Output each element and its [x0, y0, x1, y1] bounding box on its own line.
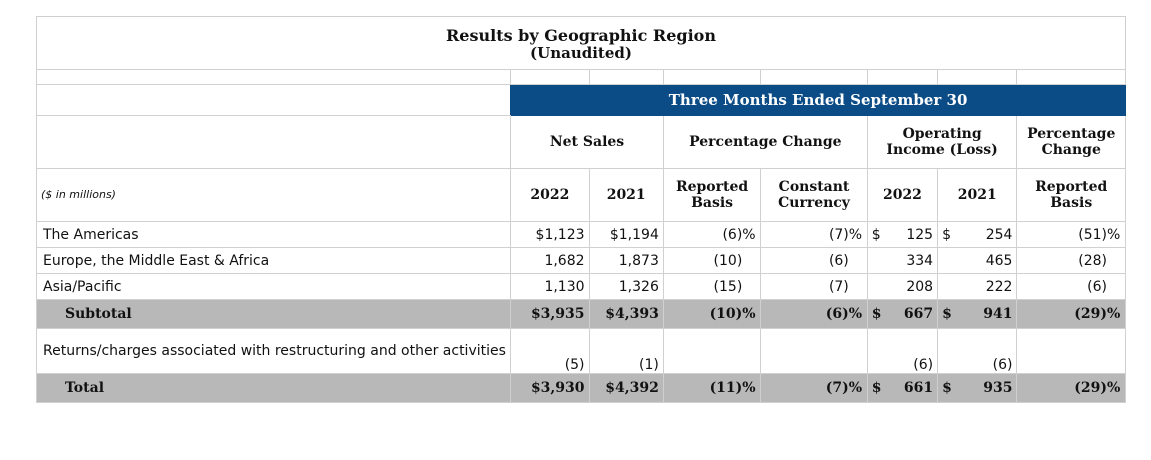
cell-ns22: $3,930 [510, 373, 590, 403]
col-opincome-2022: 2022 [866, 168, 939, 222]
dollar-sign: $ [871, 226, 881, 243]
cell-con: (6) [828, 252, 849, 269]
cell-rep: (10) [713, 252, 743, 269]
cell-ns21: $4,392 [588, 373, 664, 403]
dollar-sign: $ [871, 306, 882, 322]
cell-oi21: (6) [937, 328, 1018, 374]
cell-con: (7) [828, 278, 849, 295]
cell-con: (7) [828, 226, 849, 243]
returns-row: Returns/charges associated with restruct… [35, 328, 1126, 374]
cell-oi21: 222 [937, 273, 1018, 300]
cell-ns21: 1,873 [588, 247, 664, 274]
cell-oi22: 661 [903, 380, 934, 396]
pct-sign: % [848, 306, 863, 322]
cell-oi22: 125 [906, 226, 934, 243]
pct-sign: % [848, 380, 863, 396]
cell-ns21: $4,393 [588, 299, 664, 329]
group-header-row: Net Sales Percentage Change Operating In… [35, 115, 1126, 169]
cell-oi21: 465 [937, 247, 1018, 274]
cell-oi22: 334 [866, 247, 939, 274]
period-band-row: Three Months Ended September 30 [35, 84, 1126, 116]
cell-ns22: (5) [510, 328, 590, 374]
results-table: Three Months Ended September 30 Net Sale… [35, 69, 1126, 403]
cell-rep2: (28) [1078, 252, 1107, 269]
row-label: Europe, the Middle East & Africa [35, 247, 512, 274]
table-row: The Americas $1,123 $1,194 (6)% (7)% $12… [35, 221, 1126, 248]
pct-sign: % [848, 226, 863, 243]
net-sales-header: Net Sales [510, 115, 664, 169]
cell-rep2: (6) [1087, 278, 1107, 295]
pct-sign: % [742, 306, 756, 322]
title-box: Results by Geographic Region (Unaudited) [36, 16, 1126, 70]
units-label: ($ in millions) [35, 168, 512, 222]
total-row: Total $3,930 $4,392 (11)% (7)% $661 $935… [35, 373, 1126, 403]
row-label: Returns/charges associated with restruct… [35, 328, 512, 374]
pct-sign: % [1107, 226, 1121, 243]
column-header-row: ($ in millions) 2022 2021 Reported Basis… [35, 168, 1126, 222]
dollar-sign: $ [942, 226, 952, 243]
cell-rep: (15) [713, 278, 743, 295]
cell-ns22: $1,123 [510, 221, 590, 248]
subtotal-row: Subtotal $3,935 $4,393 (10)% (6)% $667 $… [35, 299, 1126, 329]
cell-rep2: (51) [1078, 226, 1107, 243]
dollar-sign: $ [942, 306, 952, 322]
col-reported-basis: Reported Basis [662, 168, 762, 222]
cell-rep: (6) [722, 226, 743, 243]
cell-ns22: $3,935 [510, 299, 590, 329]
col-opincome-2021: 2021 [937, 168, 1018, 222]
cell-oi22: 208 [866, 273, 939, 300]
pct-sign: % [742, 226, 756, 243]
row-label: Total [35, 373, 512, 403]
cell-rep: (11) [709, 380, 743, 396]
dollar-sign: $ [942, 380, 952, 396]
col-reported-basis-2: Reported Basis [1016, 168, 1126, 222]
row-label: Subtotal [35, 299, 512, 329]
col-constant-currency: Constant Currency [760, 168, 868, 222]
cell-rep: (10) [709, 306, 743, 322]
cell-ns21: $1,194 [588, 221, 664, 248]
cell-oi21: 254 [985, 226, 1013, 243]
table-subtitle: (Unaudited) [530, 44, 632, 62]
table-title: Results by Geographic Region [446, 26, 716, 45]
pct-sign: % [742, 380, 756, 396]
cell-oi21: 935 [983, 380, 1013, 396]
pct-sign: % [1107, 380, 1121, 396]
pct-sign: % [1107, 306, 1121, 322]
cell-ns22: 1,682 [510, 247, 590, 274]
spacer-row [35, 69, 1126, 85]
cell-oi22: (6) [866, 328, 939, 374]
cell-ns22: 1,130 [510, 273, 590, 300]
period-band: Three Months Ended September 30 [510, 84, 1126, 116]
cell-oi22: 667 [903, 306, 934, 322]
table-row: Asia/Pacific 1,130 1,326 (15) (7) 208 22… [35, 273, 1126, 300]
pct-change2-header: Percentage Change [1016, 115, 1126, 169]
cell-con: (6) [825, 306, 849, 322]
cell-rep2: (29) [1074, 380, 1107, 396]
col-netsales-2021: 2021 [588, 168, 664, 222]
table-row: Europe, the Middle East & Africa 1,682 1… [35, 247, 1126, 274]
row-label: Asia/Pacific [35, 273, 512, 300]
op-income-header: Operating Income (Loss) [866, 115, 1018, 169]
cell-ns21: 1,326 [588, 273, 664, 300]
cell-rep2: (29) [1074, 306, 1107, 322]
results-table-frame: Results by Geographic Region (Unaudited)… [35, 16, 1126, 440]
cell-con: (7) [825, 380, 849, 396]
cell-ns21: (1) [588, 328, 664, 374]
dollar-sign: $ [871, 380, 882, 396]
col-netsales-2022: 2022 [510, 168, 590, 222]
cell-oi21: 941 [983, 306, 1013, 322]
row-label: The Americas [35, 221, 512, 248]
pct-change-header: Percentage Change [662, 115, 868, 169]
